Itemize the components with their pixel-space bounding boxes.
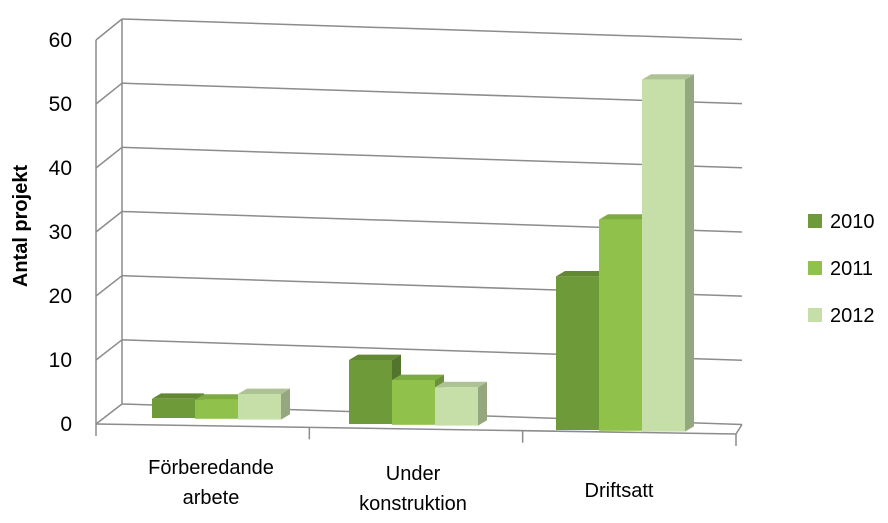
bar-front	[599, 219, 642, 431]
bar-top	[599, 214, 651, 220]
bar-front	[238, 394, 281, 420]
bar-front	[152, 398, 195, 418]
floor-edge	[735, 424, 743, 435]
gridline	[121, 82, 743, 105]
bar-top	[392, 374, 444, 380]
x-category-label: Under konstruktion	[359, 463, 467, 515]
y-axis-title: Antal projekt	[10, 165, 32, 288]
bar-front	[392, 380, 435, 425]
x-category-line: arbete	[183, 487, 240, 509]
bar-top	[195, 394, 247, 400]
bar	[349, 354, 401, 424]
legend-swatch	[808, 261, 822, 275]
bar-top	[642, 74, 694, 80]
x-category-line: konstruktion	[359, 493, 467, 515]
axes	[95, 19, 743, 446]
x-category-label: Driftsatt	[585, 480, 654, 502]
y-tick-label: 20	[49, 285, 72, 308]
legend: 2010 2011 2012	[808, 211, 875, 327]
bar-side	[281, 388, 290, 420]
y-tick-label: 0	[60, 413, 72, 436]
bar-side	[478, 381, 487, 426]
legend-swatch	[808, 214, 822, 228]
side-gridline	[95, 275, 123, 297]
side-gridline	[95, 339, 123, 361]
x-category-label: Förberedande arbete	[148, 457, 274, 509]
legend-label: 2010	[830, 211, 875, 233]
bar	[238, 388, 290, 420]
legend-swatch	[808, 308, 822, 322]
legend-label: 2011	[830, 258, 873, 280]
labels: 0 10 20 30 40 50 60 Förberedande arbete Under kons…	[10, 29, 654, 515]
bar-top	[556, 271, 608, 277]
bar-top	[349, 354, 401, 360]
x-category-line: Driftsatt	[585, 480, 654, 502]
bar	[642, 74, 694, 432]
gridline	[121, 18, 743, 41]
side-gridline	[95, 210, 123, 233]
bar-front	[195, 399, 238, 419]
bars	[152, 74, 694, 432]
bar-top	[238, 388, 290, 394]
x-category-line: Under	[386, 463, 441, 485]
x-axis-line	[95, 423, 737, 435]
side-gridline	[95, 403, 123, 425]
y-tick-label: 30	[49, 221, 72, 244]
bar-top	[152, 393, 204, 399]
bar-front	[349, 360, 392, 424]
bar-front	[556, 276, 599, 430]
side-gridline	[95, 82, 123, 105]
side-gridline	[95, 18, 123, 41]
y-tick-label: 60	[49, 29, 72, 52]
y-tick-label: 10	[49, 349, 72, 372]
x-category-line: Förberedande	[148, 457, 274, 479]
y-tick-label: 40	[49, 157, 72, 180]
legend-label: 2012	[830, 305, 875, 327]
bar-side	[685, 74, 694, 432]
bar	[435, 381, 487, 426]
bar-front	[435, 387, 478, 426]
y-tick-label: 50	[49, 93, 72, 116]
side-gridline	[95, 146, 123, 169]
bar-top	[435, 381, 487, 388]
gridline	[121, 146, 743, 169]
bar-front	[642, 79, 685, 432]
